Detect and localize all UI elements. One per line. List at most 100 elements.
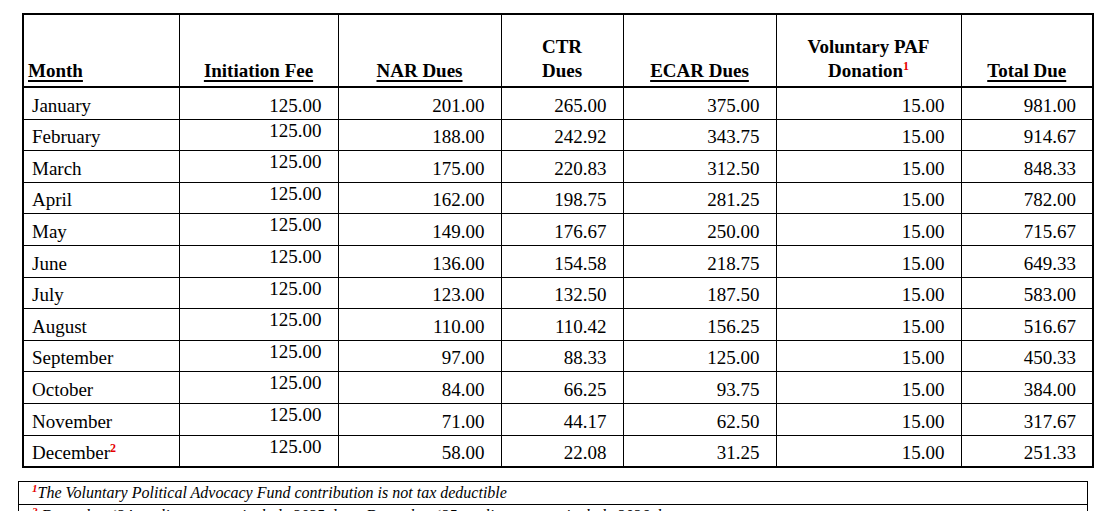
cell-ecar_dues: 31.25 [623,435,776,467]
column-header-label: Dues [542,60,582,81]
cell-total_due: 317.67 [961,403,1093,435]
column-header-label: Donation [828,60,903,81]
table-row-january: January125.00201.00265.00375.0015.00981.… [23,87,1093,119]
cell-total_due: 649.33 [961,245,1093,277]
cell-nar_dues: 71.00 [338,403,501,435]
cell-nar_dues: 58.00 [338,435,501,467]
column-header-label: Voluntary PAF [808,36,930,57]
cell-ctr_dues: 110.42 [501,309,623,341]
cell-ecar_dues: 187.50 [623,277,776,309]
cell-nar_dues: 136.00 [338,245,501,277]
cell-ecar_dues: 93.75 [623,372,776,404]
cell-total_due: 516.67 [961,309,1093,341]
cell-ecar_dues: 218.75 [623,245,776,277]
cell-ecar_dues: 281.25 [623,182,776,214]
cell-month: February [23,119,179,151]
column-header-label: NAR Dues [376,60,462,81]
cell-initiation_fee: 125.00 [179,119,338,151]
cell-ecar_dues: 62.50 [623,403,776,435]
cell-ctr_dues: 132.50 [501,277,623,309]
month-label: October [32,379,93,400]
cell-ctr_dues: 176.67 [501,214,623,246]
month-label: December [32,442,110,463]
cell-total_due: 583.00 [961,277,1093,309]
cell-month: July [23,277,179,309]
cell-nar_dues: 188.00 [338,119,501,151]
cell-paf_donation: 15.00 [776,151,961,183]
footnote-reference-superscript: 2 [110,441,116,455]
column-header-month: Month [23,14,179,87]
cell-total_due: 848.33 [961,151,1093,183]
footnote-2-text: December ‘24 applicants must include 202… [38,507,683,511]
cell-initiation_fee: 125.00 [179,435,338,467]
cell-paf_donation: 15.00 [776,309,961,341]
cell-month: August [23,309,179,341]
cell-month: November [23,403,179,435]
footnotes-box: 1The Voluntary Political Advocacy Fund c… [18,481,1088,511]
dues-schedule-table: MonthInitiation FeeNAR DuesCTRDuesECAR D… [22,13,1094,468]
cell-ctr_dues: 154.58 [501,245,623,277]
footnote-1: 1The Voluntary Political Advocacy Fund c… [19,482,1087,505]
cell-total_due: 782.00 [961,182,1093,214]
month-label: April [32,189,72,210]
cell-ctr_dues: 198.75 [501,182,623,214]
cell-paf_donation: 15.00 [776,277,961,309]
table-row-september: September125.0097.0088.33125.0015.00450.… [23,340,1093,372]
cell-nar_dues: 110.00 [338,309,501,341]
cell-ctr_dues: 242.92 [501,119,623,151]
cell-nar_dues: 162.00 [338,182,501,214]
column-header-ecar_dues: ECAR Dues [623,14,776,87]
cell-ecar_dues: 343.75 [623,119,776,151]
cell-nar_dues: 149.00 [338,214,501,246]
cell-paf_donation: 15.00 [776,403,961,435]
cell-nar_dues: 175.00 [338,151,501,183]
cell-ctr_dues: 22.08 [501,435,623,467]
cell-ctr_dues: 66.25 [501,372,623,404]
cell-paf_donation: 15.00 [776,119,961,151]
month-label: July [32,284,64,305]
cell-ecar_dues: 250.00 [623,214,776,246]
cell-initiation_fee: 125.00 [179,403,338,435]
cell-total_due: 981.00 [961,87,1093,119]
table-row-april: April125.00162.00198.75281.2515.00782.00 [23,182,1093,214]
table-header-row: MonthInitiation FeeNAR DuesCTRDuesECAR D… [23,14,1093,87]
document-page: MonthInitiation FeeNAR DuesCTRDuesECAR D… [0,0,1112,511]
column-header-label: ECAR Dues [650,60,749,81]
cell-month: October [23,372,179,404]
cell-month: December2 [23,435,179,467]
cell-month: June [23,245,179,277]
table-row-july: July125.00123.00132.50187.5015.00583.00 [23,277,1093,309]
cell-ctr_dues: 220.83 [501,151,623,183]
table-row-december: December2125.0058.0022.0831.2515.00251.3… [23,435,1093,467]
cell-month: September [23,340,179,372]
cell-nar_dues: 201.00 [338,87,501,119]
cell-paf_donation: 15.00 [776,372,961,404]
cell-total_due: 715.67 [961,214,1093,246]
footnote-reference-superscript: 1 [903,59,909,73]
cell-month: January [23,87,179,119]
cell-month: April [23,182,179,214]
cell-paf_donation: 15.00 [776,435,961,467]
cell-month: May [23,214,179,246]
cell-nar_dues: 84.00 [338,372,501,404]
cell-ctr_dues: 44.17 [501,403,623,435]
cell-nar_dues: 97.00 [338,340,501,372]
month-label: June [32,253,67,274]
column-header-ctr_dues: CTR Dues [501,14,623,87]
cell-ctr_dues: 265.00 [501,87,623,119]
table-row-february: February125.00188.00242.92343.7515.00914… [23,119,1093,151]
cell-ecar_dues: 312.50 [623,151,776,183]
month-label: March [32,158,82,179]
cell-initiation_fee: 125.00 [179,372,338,404]
column-header-label: Month [28,60,83,81]
table-row-october: October125.0084.0066.2593.7515.00384.00 [23,372,1093,404]
month-label: August [32,316,87,337]
column-header-total_due: Total Due [961,14,1093,87]
column-header-label: CTR [542,36,582,57]
month-label: January [32,95,91,116]
table-row-november: November125.0071.0044.1762.5015.00317.67 [23,403,1093,435]
cell-initiation_fee: 125.00 [179,214,338,246]
table-row-august: August125.00110.00110.42156.2515.00516.6… [23,309,1093,341]
cell-ecar_dues: 125.00 [623,340,776,372]
column-header-label: Total Due [987,60,1066,81]
